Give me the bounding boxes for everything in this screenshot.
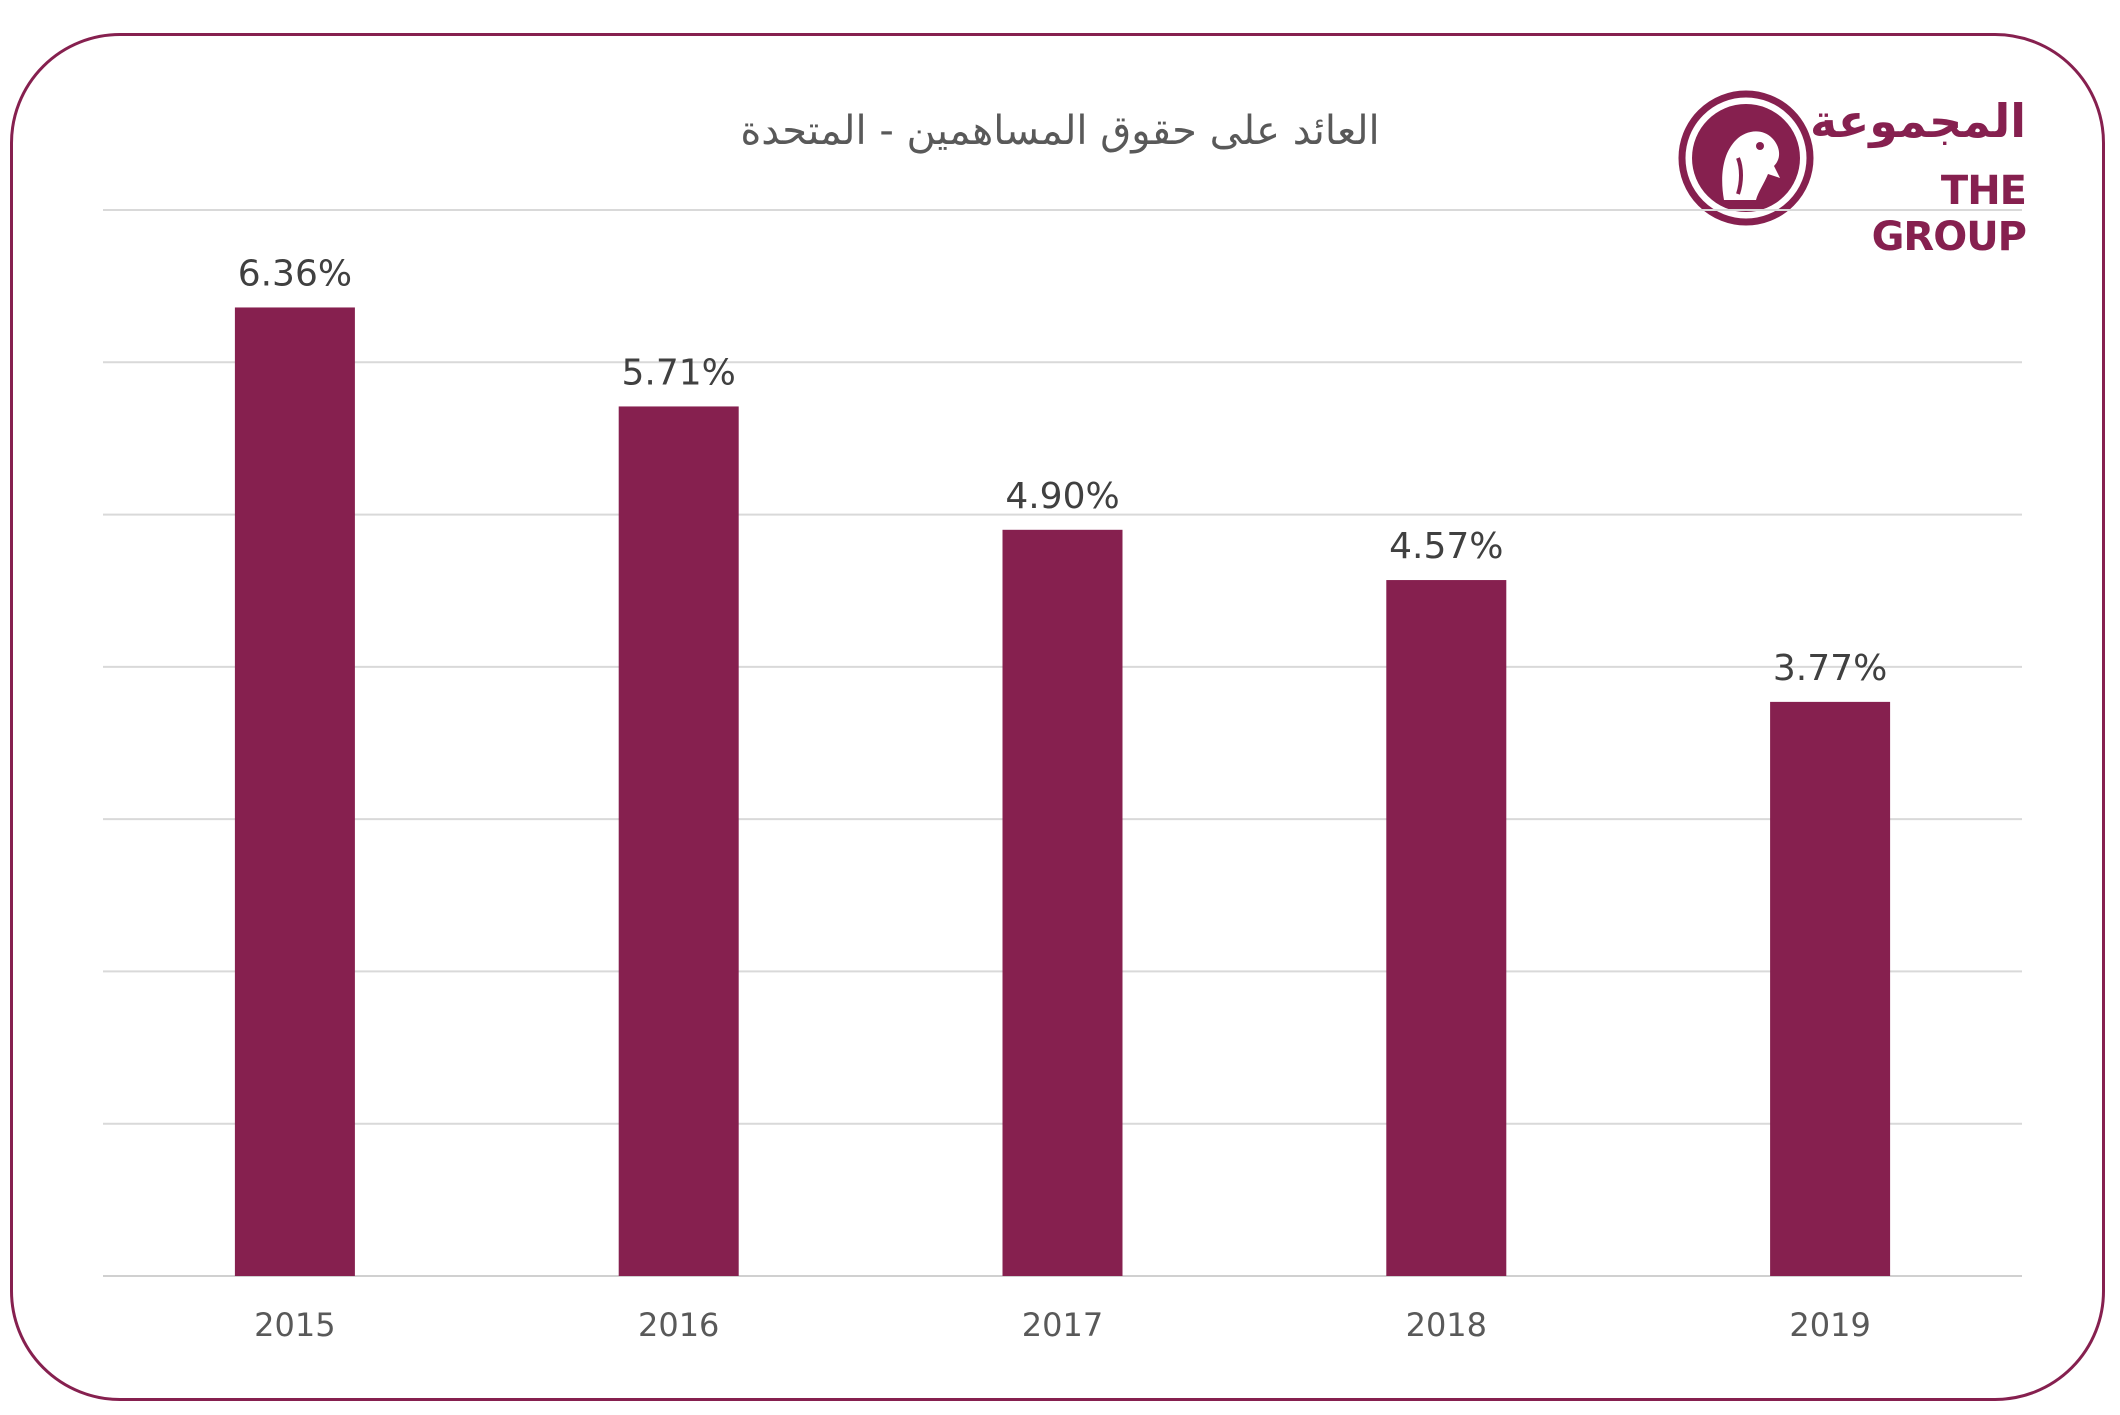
logo-text-arabic: المجموعة: [1809, 94, 2026, 148]
bars: [234, 307, 1891, 1276]
bar-2015: [234, 307, 355, 1276]
x-tick-2015: 2015: [254, 1306, 335, 1344]
value-labels: 6.36% 5.71% 4.90% 4.57% 3.77%: [238, 253, 1888, 688]
value-label-2019: 3.77%: [1773, 648, 1887, 689]
logo-text-english: THE GROUP: [1871, 168, 2027, 260]
bar-2016: [618, 406, 739, 1276]
bar-2018: [1386, 580, 1507, 1276]
value-label-2017: 4.90%: [1005, 476, 1119, 517]
bar-2019: [1770, 701, 1891, 1276]
chart-frame: [10, 33, 2105, 1401]
value-label-2016: 5.71%: [622, 352, 736, 393]
value-label-2018: 4.57%: [1389, 526, 1503, 567]
x-axis-ticks: 2015 2016 2017 2018 2019: [254, 1306, 1871, 1344]
x-tick-2019: 2019: [1789, 1306, 1870, 1344]
x-tick-2016: 2016: [638, 1306, 719, 1344]
company-logo: المجموعة THE GROUP: [1676, 88, 2036, 260]
x-tick-2017: 2017: [1022, 1306, 1103, 1344]
value-label-2015: 6.36%: [238, 253, 352, 294]
chart-title: العائد على حقوق المساهمين - المتحدة: [740, 108, 1380, 154]
x-tick-2018: 2018: [1406, 1306, 1487, 1344]
bar-2017: [1002, 529, 1123, 1276]
falcon-emblem-icon: [1678, 90, 1814, 226]
